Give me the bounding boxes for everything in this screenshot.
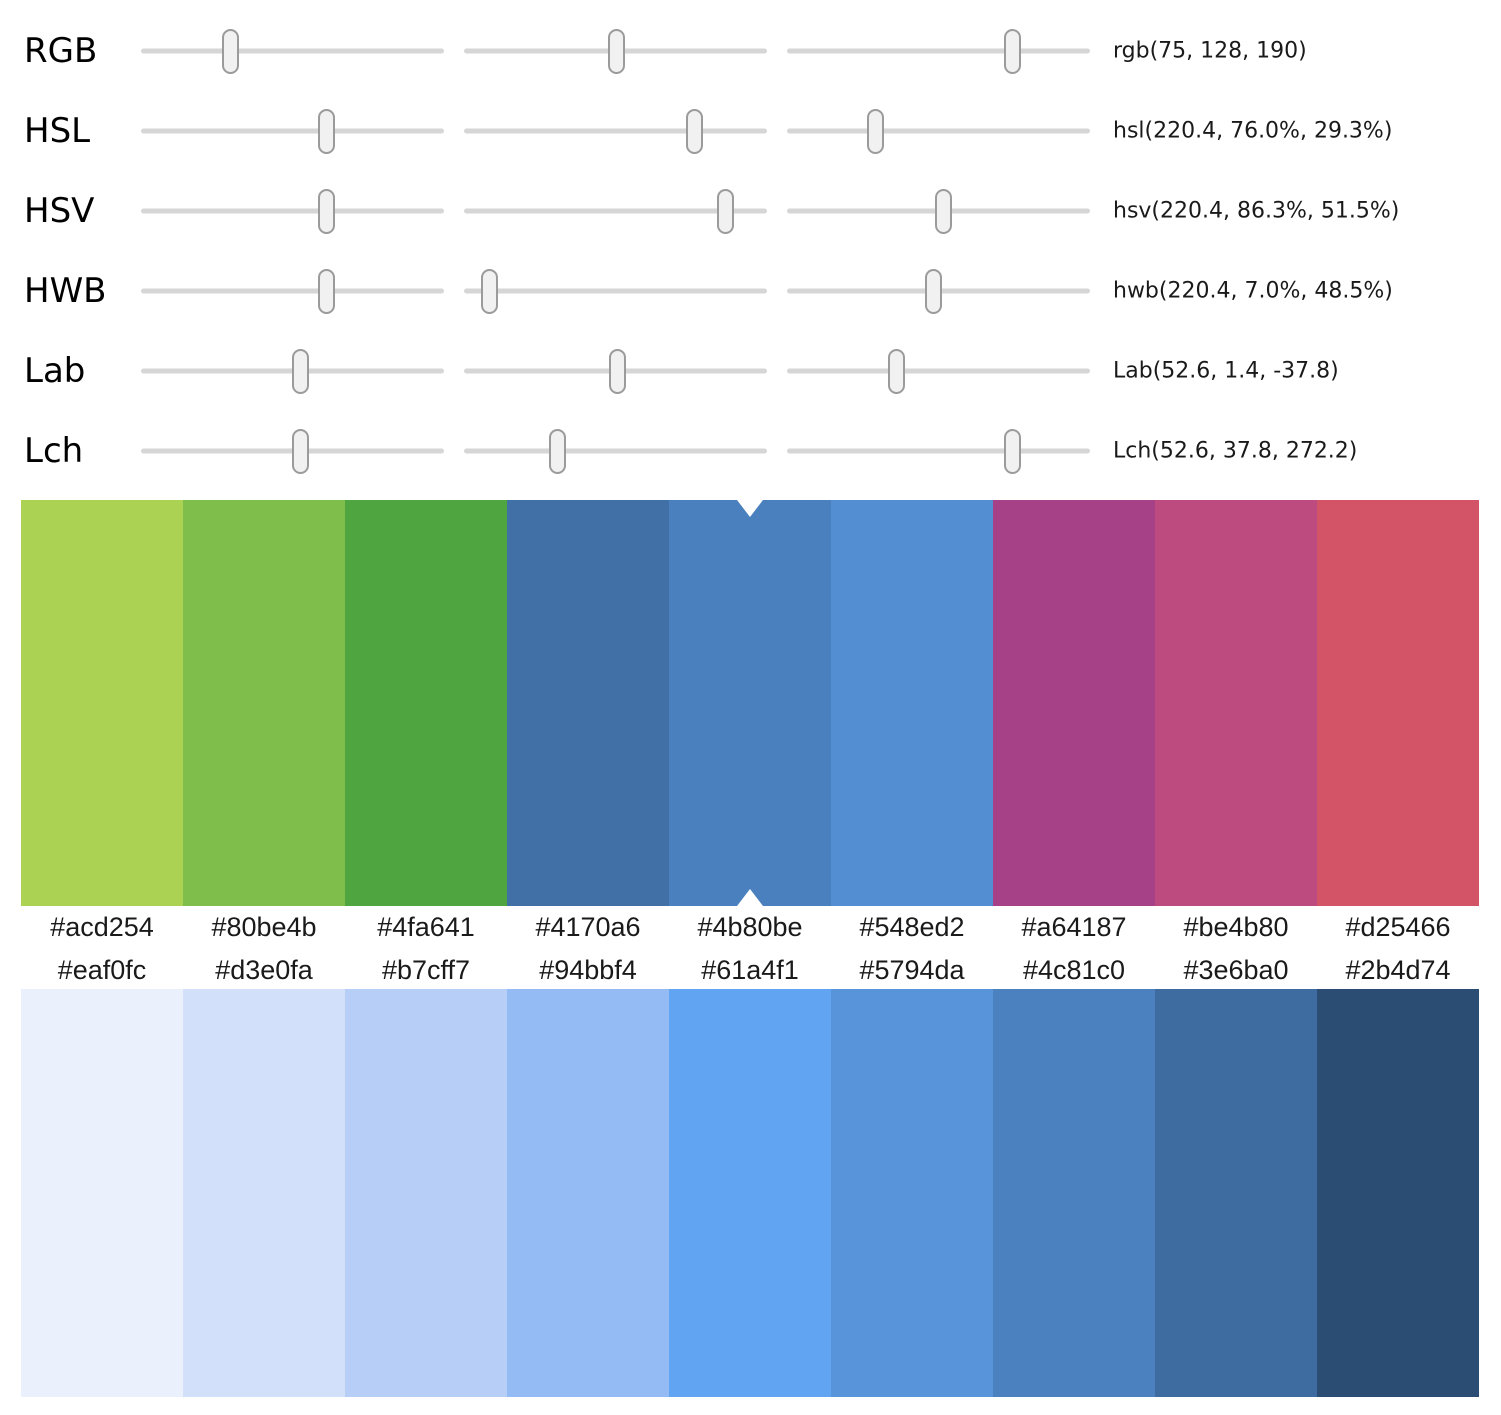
- colorspace-label: HWB: [24, 271, 107, 311]
- hex-labels-top: #acd254 #80be4b #4fa641 #4170a6 #4b80be #548e…: [21, 906, 1479, 948]
- color-value-text: Lch(52.6, 37.8, 272.2): [1113, 438, 1358, 464]
- slider-track[interactable]: [787, 268, 1090, 314]
- hex-label: #be4b80: [1183, 912, 1289, 942]
- colorspace-label: HSV: [24, 191, 95, 231]
- palette-swatch[interactable]: [1155, 500, 1317, 906]
- slider-thumb[interactable]: [317, 268, 335, 314]
- slider-track[interactable]: [464, 28, 767, 74]
- hex-label: #4fa641: [377, 912, 475, 942]
- palette-swatch[interactable]: [345, 500, 507, 906]
- slider-thumb[interactable]: [925, 268, 943, 314]
- slider-thumb[interactable]: [291, 348, 309, 394]
- hex-label: #4b80be: [697, 912, 803, 942]
- selection-notch-bottom-icon: [737, 889, 763, 906]
- hex-label: #80be4b: [211, 912, 317, 942]
- slider-thumb[interactable]: [934, 188, 952, 234]
- palette-swatch[interactable]: [183, 500, 345, 906]
- slider-row-lab: Lab Lab(52.6, 1.4, -37.8): [0, 331, 1501, 411]
- hex-label: #61a4f1: [701, 955, 799, 985]
- hex-label: #d25466: [1345, 912, 1451, 942]
- palette-row-top: [21, 500, 1479, 906]
- hex-label: #3e6ba0: [1183, 955, 1289, 985]
- slider-thumb[interactable]: [291, 428, 309, 474]
- slider-track[interactable]: [464, 428, 767, 474]
- color-value-text: Lab(52.6, 1.4, -37.8): [1113, 358, 1339, 384]
- slider-track[interactable]: [787, 28, 1090, 74]
- palette-swatch[interactable]: [1317, 989, 1479, 1397]
- palette-swatch[interactable]: [1317, 500, 1479, 906]
- colorspace-label: HSL: [24, 111, 91, 151]
- hex-label: #4170a6: [535, 912, 641, 942]
- hex-label: #94bbf4: [539, 955, 637, 985]
- hex-label: #d3e0fa: [215, 955, 313, 985]
- hex-label: #548ed2: [859, 912, 965, 942]
- palette-swatch[interactable]: [21, 989, 183, 1397]
- slider-track[interactable]: [141, 188, 444, 234]
- hex-label: #acd254: [50, 912, 154, 942]
- slider-thumb[interactable]: [481, 268, 499, 314]
- hex-labels-bottom: #eaf0fc #d3e0fa #b7cff7 #94bbf4 #61a4f1 #5794…: [21, 949, 1479, 989]
- slider-track[interactable]: [141, 268, 444, 314]
- color-value-text: rgb(75, 128, 190): [1113, 38, 1307, 64]
- slider-thumb[interactable]: [548, 428, 566, 474]
- palette-row-bottom: [21, 989, 1479, 1397]
- hex-label: #b7cff7: [381, 955, 471, 985]
- slider-row-hsv: HSV hsv(220.4, 86.3%, 51.5%): [0, 171, 1501, 251]
- hex-label: #a64187: [1021, 912, 1127, 942]
- palette-swatch-selected[interactable]: [669, 500, 831, 906]
- palette-swatch[interactable]: [993, 500, 1155, 906]
- slider-track[interactable]: [787, 108, 1090, 154]
- slider-thumb[interactable]: [888, 348, 906, 394]
- palette-swatch[interactable]: [831, 500, 993, 906]
- palette-swatch[interactable]: [1155, 989, 1317, 1397]
- color-value-text: hsl(220.4, 76.0%, 29.3%): [1113, 118, 1393, 144]
- slider-track[interactable]: [464, 188, 767, 234]
- slider-row-hsl: HSL hsl(220.4, 76.0%, 29.3%): [0, 91, 1501, 171]
- palette-swatch[interactable]: [183, 989, 345, 1397]
- slider-track[interactable]: [464, 268, 767, 314]
- slider-track[interactable]: [787, 348, 1090, 394]
- palette-swatch[interactable]: [345, 989, 507, 1397]
- slider-thumb[interactable]: [221, 28, 239, 74]
- slider-thumb[interactable]: [317, 188, 335, 234]
- slider-thumb[interactable]: [1003, 428, 1021, 474]
- colorspace-label: RGB: [24, 31, 98, 71]
- slider-thumb[interactable]: [317, 108, 335, 154]
- colorspace-label: Lch: [24, 431, 84, 471]
- palette-swatch[interactable]: [507, 500, 669, 906]
- palette-swatch[interactable]: [831, 989, 993, 1397]
- palette-swatch[interactable]: [507, 989, 669, 1397]
- color-sliders: RGB rgb(75, 128, 190) HSL hsl(220.4, 76.…: [0, 0, 1501, 495]
- slider-track[interactable]: [141, 348, 444, 394]
- selection-notch-top-icon: [737, 500, 763, 517]
- slider-thumb[interactable]: [716, 188, 734, 234]
- hex-label: #2b4d74: [1345, 955, 1451, 985]
- hex-label: #eaf0fc: [57, 955, 147, 985]
- slider-track[interactable]: [141, 108, 444, 154]
- slider-thumb[interactable]: [607, 28, 625, 74]
- hex-label: #4c81c0: [1022, 955, 1126, 985]
- palette-swatch[interactable]: [993, 989, 1155, 1397]
- palette-swatch[interactable]: [21, 500, 183, 906]
- slider-track[interactable]: [787, 188, 1090, 234]
- slider-row-hwb: HWB hwb(220.4, 7.0%, 48.5%): [0, 251, 1501, 331]
- slider-track[interactable]: [141, 28, 444, 74]
- slider-track[interactable]: [464, 348, 767, 394]
- slider-track[interactable]: [141, 428, 444, 474]
- hex-label: #5794da: [859, 955, 965, 985]
- color-value-text: hwb(220.4, 7.0%, 48.5%): [1113, 278, 1393, 304]
- color-value-text: hsv(220.4, 86.3%, 51.5%): [1113, 198, 1400, 224]
- slider-thumb[interactable]: [867, 108, 885, 154]
- slider-row-rgb: RGB rgb(75, 128, 190): [0, 11, 1501, 91]
- slider-track[interactable]: [464, 108, 767, 154]
- colorspace-label: Lab: [24, 351, 86, 391]
- slider-thumb[interactable]: [685, 108, 703, 154]
- slider-thumb[interactable]: [608, 348, 626, 394]
- slider-row-lch: Lch Lch(52.6, 37.8, 272.2): [0, 411, 1501, 491]
- slider-track[interactable]: [787, 428, 1090, 474]
- slider-thumb[interactable]: [1004, 28, 1022, 74]
- palette-swatch[interactable]: [669, 989, 831, 1397]
